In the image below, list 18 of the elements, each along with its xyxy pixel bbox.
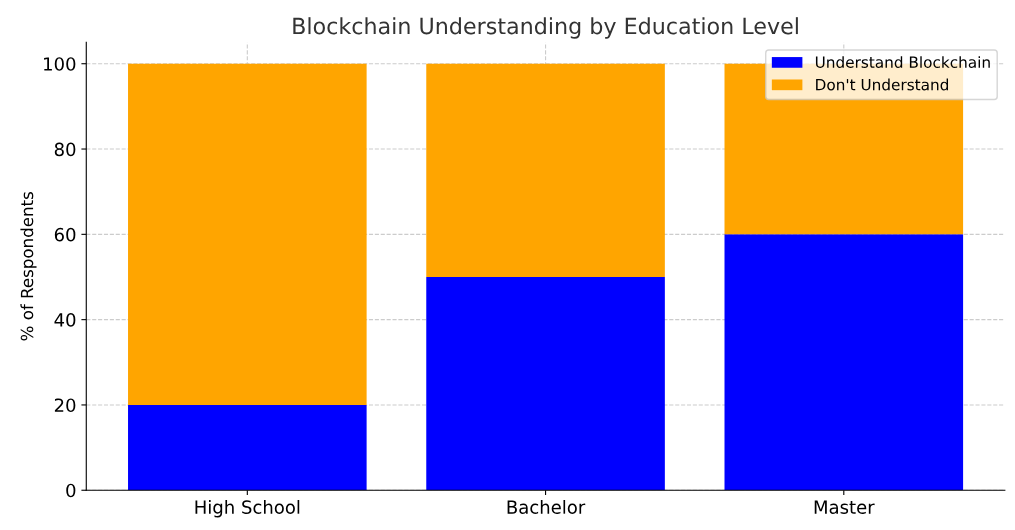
x-tick-label: Master [814,500,875,514]
y-tick-label: 60 [54,227,76,242]
bar [426,63,665,277]
y-tick-label: 20 [54,398,76,413]
y-tick-label: 100 [44,57,76,71]
bar [426,276,665,491]
legend-label: Understand Blockchain [815,56,990,68]
y-tick-label: 40 [54,313,76,327]
chart-title: Blockchain Understanding by Education Level [293,17,798,39]
legend-label: Don't Understand [816,78,948,91]
y-tick-label: 80 [54,142,76,157]
x-tick-label: High School [195,499,300,518]
x-tick-label: Bachelor [507,499,586,514]
y-axis-title: % of Respondents [20,192,37,341]
bar [128,63,367,405]
y-tick-label: 0 [66,483,76,498]
bar [724,234,964,491]
bar [128,404,367,491]
